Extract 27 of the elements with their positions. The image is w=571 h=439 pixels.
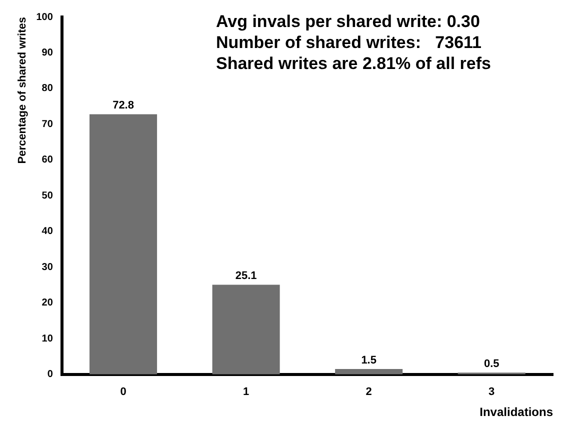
- y-tick-label: 10: [42, 333, 54, 344]
- y-tick-label: 100: [36, 12, 54, 23]
- x-axis-title: Invalidations: [480, 405, 554, 420]
- data-label: 72.8: [112, 100, 134, 112]
- y-tick-label: 80: [42, 83, 54, 94]
- y-tick-label: 50: [42, 190, 54, 202]
- x-tick-label: 1: [242, 386, 250, 398]
- y-tick-label: 90: [42, 47, 54, 58]
- y-tick-label: 20: [42, 298, 54, 309]
- y-tick-label: 40: [42, 226, 54, 238]
- y-tick-label: 0: [47, 369, 54, 380]
- annotation: Avg invals per shared write: 0.30: [216, 12, 480, 32]
- bar: [335, 369, 403, 374]
- data-label: 0.5: [484, 358, 500, 370]
- x-tick-label: 2: [366, 386, 372, 398]
- y-tick-label: 70: [42, 118, 54, 130]
- x-tick-label: 0: [120, 386, 126, 398]
- annotation: Number of shared writes: 73611: [216, 33, 482, 52]
- data-label: 25.1: [235, 270, 257, 282]
- bar: [90, 114, 158, 374]
- data-label: 1.5: [361, 354, 376, 367]
- y-tick-label: 60: [42, 154, 54, 166]
- annotation: Shared writes are 2.81% of all refs: [216, 54, 491, 74]
- x-tick-label: 3: [488, 386, 495, 398]
- y-tick-label: 30: [42, 262, 54, 273]
- bar: [212, 284, 280, 374]
- y-axis-title: Percentage of shared writes: [16, 17, 29, 164]
